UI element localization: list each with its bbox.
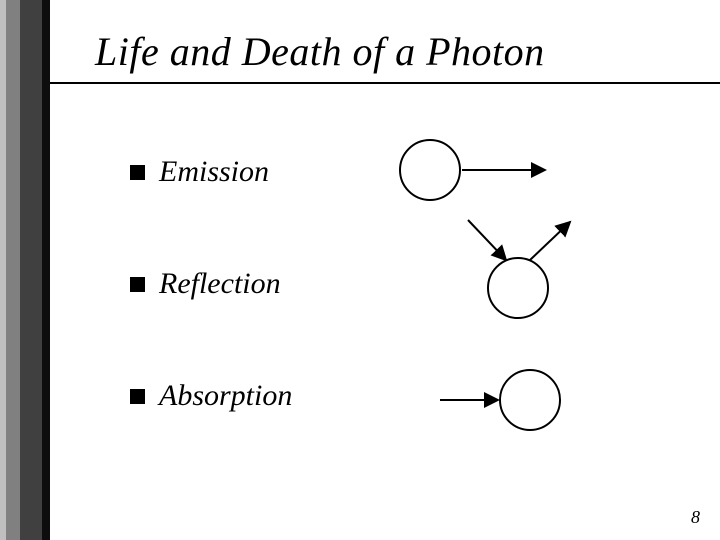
bullet-row: Reflection bbox=[130, 267, 292, 301]
bullet-row: Emission bbox=[130, 155, 292, 189]
reflection-circle bbox=[488, 258, 548, 318]
emission-circle bbox=[400, 140, 460, 200]
photon-diagrams-svg bbox=[350, 130, 690, 490]
bullet-square-icon bbox=[130, 165, 145, 180]
bullet-list: Emission Reflection Absorption bbox=[130, 155, 292, 491]
bullet-text: Reflection bbox=[159, 267, 281, 301]
absorption-circle bbox=[500, 370, 560, 430]
diagram-area bbox=[350, 130, 690, 490]
bullet-text: Absorption bbox=[159, 379, 292, 413]
bullet-square-icon bbox=[130, 277, 145, 292]
accent-stripe bbox=[6, 0, 20, 540]
bullet-square-icon bbox=[130, 389, 145, 404]
reflection-arrow-in bbox=[468, 220, 506, 260]
accent-stripe bbox=[20, 0, 42, 540]
slide-title: Life and Death of a Photon bbox=[95, 28, 545, 75]
left-accent-stripes bbox=[0, 0, 50, 540]
accent-stripe bbox=[42, 0, 50, 540]
reflection-arrow-out bbox=[530, 222, 570, 260]
bullet-row: Absorption bbox=[130, 379, 292, 413]
title-underline bbox=[50, 82, 720, 84]
bullet-text: Emission bbox=[159, 155, 269, 189]
page-number: 8 bbox=[691, 507, 700, 528]
